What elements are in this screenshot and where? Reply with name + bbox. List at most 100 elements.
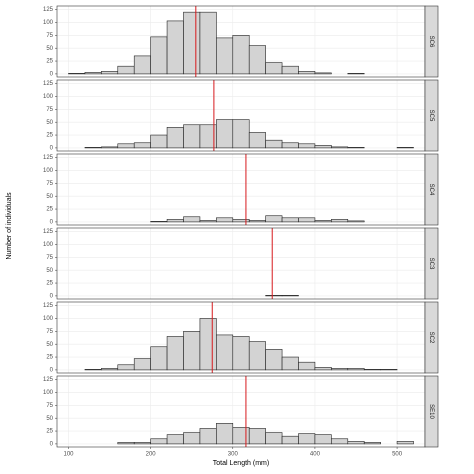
bar (232, 35, 250, 75)
bar (363, 369, 381, 371)
y-tick-label: 50 (46, 416, 53, 422)
y-tick-label: 25 (46, 207, 53, 213)
bar (396, 147, 414, 149)
bar (133, 358, 151, 371)
bar (298, 433, 316, 445)
bar (331, 219, 349, 223)
y-tick-label: 125 (43, 377, 54, 383)
y-tick-label: 100 (43, 316, 54, 322)
y-tick-label: 50 (46, 120, 53, 126)
bar (248, 45, 266, 75)
bar (150, 134, 168, 149)
bar (133, 142, 151, 149)
strip (424, 153, 439, 226)
bar (133, 55, 151, 75)
strip-label: SC2 (428, 332, 434, 344)
bar (281, 142, 299, 149)
y-tick-label: 25 (46, 133, 53, 139)
strip (424, 375, 439, 448)
bar (166, 127, 184, 149)
y-tick-label: 0 (50, 367, 54, 373)
y-tick-label: 75 (46, 329, 53, 335)
y-tick-label: 50 (46, 342, 53, 348)
y-tick-label: 75 (46, 403, 53, 409)
x-tick-label: 400 (310, 452, 321, 458)
bar (347, 147, 365, 149)
bar (101, 146, 119, 149)
y-tick-label: 125 (43, 7, 54, 13)
panel-background (57, 228, 425, 299)
bar (248, 132, 266, 149)
x-tick-label: 200 (146, 452, 157, 458)
bar (281, 65, 299, 75)
bar (199, 11, 217, 75)
strip-label: SC6 (428, 36, 434, 48)
y-tick-label: 100 (43, 390, 54, 396)
bar (298, 71, 316, 75)
bar (232, 119, 250, 149)
bar (265, 349, 283, 371)
bar (117, 143, 135, 149)
bar (216, 423, 234, 445)
bar (248, 220, 266, 223)
bar (216, 119, 234, 149)
y-tick-label: 25 (46, 59, 53, 65)
strip-label: SC5 (428, 110, 434, 122)
bar (166, 336, 184, 371)
x-tick-label: 300 (228, 452, 239, 458)
y-tick-label: 0 (50, 219, 54, 225)
x-axis-label: Total Length (mm) (213, 460, 269, 467)
bar (331, 438, 349, 445)
bar (216, 217, 234, 223)
y-tick-label: 0 (50, 145, 54, 151)
bar (133, 442, 151, 445)
y-tick-label: 125 (43, 303, 54, 309)
bar (117, 442, 135, 445)
bar (265, 295, 283, 297)
y-tick-label: 0 (50, 293, 54, 299)
y-tick-label: 0 (50, 71, 54, 77)
y-tick-label: 100 (43, 94, 54, 100)
x-tick-label: 500 (392, 452, 403, 458)
bar (216, 334, 234, 371)
panel-background (57, 154, 425, 225)
y-tick-label: 100 (43, 168, 54, 174)
bar (84, 369, 102, 371)
bar (150, 36, 168, 75)
bar (101, 71, 119, 75)
bar (232, 336, 250, 371)
bar (265, 62, 283, 75)
bar (347, 73, 365, 75)
bar (265, 139, 283, 149)
y-tick-label: 125 (43, 81, 54, 87)
bar (298, 361, 316, 371)
bar (380, 369, 398, 371)
bar (347, 220, 365, 223)
facet-panel: 0 25 50 75 100 125 SC2 (43, 301, 439, 374)
bar (117, 364, 135, 371)
strip (424, 301, 439, 374)
bar (396, 441, 414, 445)
bar (248, 341, 266, 371)
bar (314, 434, 332, 445)
bar (314, 145, 332, 149)
bar (68, 73, 86, 75)
bar (183, 124, 201, 149)
y-axis-label: Number of individuals (6, 192, 13, 260)
y-tick-label: 125 (43, 229, 54, 235)
y-tick-label: 75 (46, 255, 53, 261)
bar (298, 143, 316, 149)
bar (84, 147, 102, 149)
strip (424, 79, 439, 152)
bar (265, 215, 283, 223)
bar (183, 432, 201, 445)
y-tick-label: 75 (46, 107, 53, 113)
bar (281, 356, 299, 371)
bar (183, 216, 201, 223)
bar (281, 217, 299, 223)
bar (166, 434, 184, 445)
bar (183, 331, 201, 371)
bar (298, 217, 316, 223)
x-tick-label: 100 (63, 452, 74, 458)
bar (216, 37, 234, 75)
